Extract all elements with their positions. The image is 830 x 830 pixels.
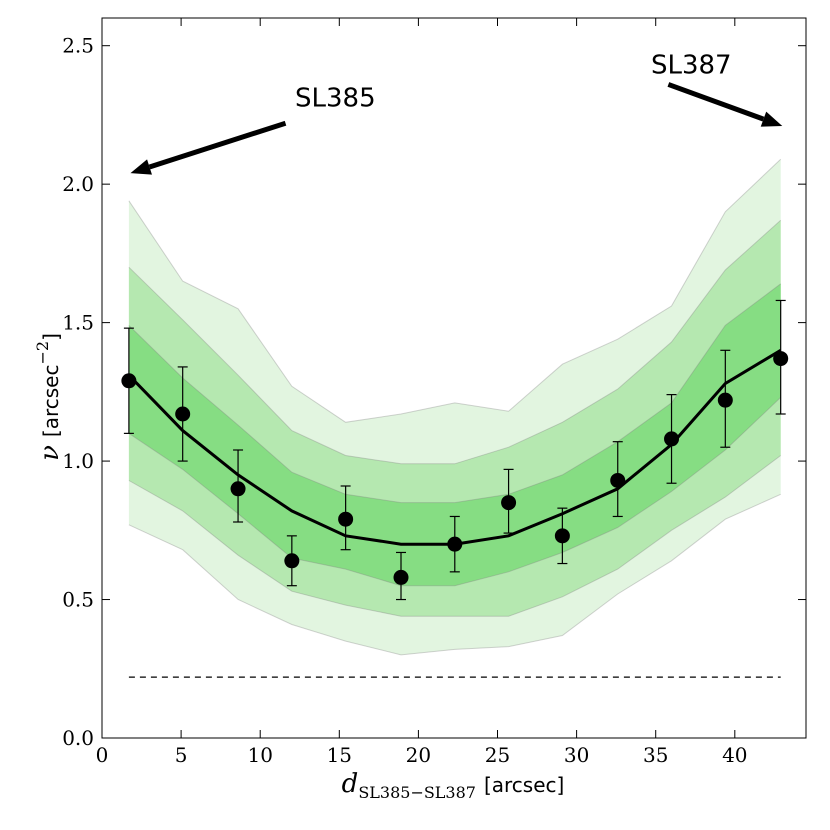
plot-frame [101, 17, 807, 739]
point-marker [501, 495, 517, 511]
data-point [393, 551, 409, 601]
data-point [447, 515, 463, 573]
point-marker [447, 536, 463, 552]
y-tick-label: 2.0 [62, 172, 94, 196]
axes: 0 5 10 15 20 25 30 35 40 0.0 0.5 1.0 1.5 2.0 2.5 [62, 17, 807, 767]
confidence-bands [128, 158, 782, 656]
point-marker [230, 481, 246, 497]
annotation-arrow-head [130, 159, 152, 175]
y-tick-label: 1.0 [62, 449, 94, 473]
x-tick-label: 25 [485, 743, 510, 767]
point-marker [284, 553, 300, 569]
point-marker [773, 351, 789, 367]
point-marker [393, 569, 409, 585]
point-marker [121, 373, 137, 389]
annotation-arrow-head [760, 111, 783, 127]
point-marker [554, 528, 570, 544]
point-marker [717, 392, 733, 408]
band-middle-upper-edge [128, 219, 782, 465]
y-axis-var: ν [35, 445, 65, 461]
x-tick-label: 0 [96, 743, 109, 767]
data-point [773, 299, 789, 415]
data-point [230, 449, 246, 523]
point-marker [338, 511, 354, 527]
band-middle-lower-edge [128, 455, 782, 617]
point-marker [175, 406, 191, 422]
annotation-label: SL385 [295, 84, 376, 114]
x-tick-label: 10 [247, 743, 272, 767]
x-tick-label: 15 [327, 743, 352, 767]
annotation-arrow-shaft [148, 120, 287, 170]
x-tick-label: 40 [722, 743, 747, 767]
observed-points [121, 299, 789, 601]
y-axis-exp: −2 [33, 341, 52, 365]
annotations: SL385 SL387 [130, 50, 783, 175]
x-axis-unit: [arcsec] [484, 773, 564, 797]
data-point [121, 327, 137, 434]
data-point [664, 394, 680, 484]
annotation-arrow-shaft [667, 82, 765, 122]
y-axis-close: ] [39, 333, 63, 341]
y-tick-label: 1.5 [62, 311, 94, 335]
x-axis-var: d [342, 769, 359, 799]
x-tick-label: 20 [406, 743, 431, 767]
x-tick-label: 30 [564, 743, 589, 767]
data-point [610, 441, 626, 518]
data-point [175, 366, 191, 462]
data-point [717, 349, 733, 448]
data-point [554, 507, 570, 565]
point-marker [610, 472, 626, 488]
point-marker [664, 431, 680, 447]
y-tick-label: 0.5 [62, 588, 94, 612]
data-point [338, 485, 354, 551]
band-outer-lower-edge [128, 493, 781, 656]
data-point [501, 468, 517, 534]
x-axis-sub: SL385−SL387 [358, 783, 476, 802]
y-tick-label: 0.0 [62, 726, 94, 750]
y-tick-label: 2.5 [62, 34, 94, 58]
y-axis-unit: [arcsec [39, 365, 63, 438]
annotation-label: SL387 [651, 50, 732, 80]
x-tick-label: 5 [175, 743, 188, 767]
band-outer-upper-edge [128, 158, 782, 423]
y-axis-title: ν [arcsec−2] [33, 333, 65, 461]
x-tick-label: 35 [643, 743, 668, 767]
data-point [284, 535, 300, 587]
x-axis-title: dSL385−SL387 [arcsec] [342, 769, 565, 802]
